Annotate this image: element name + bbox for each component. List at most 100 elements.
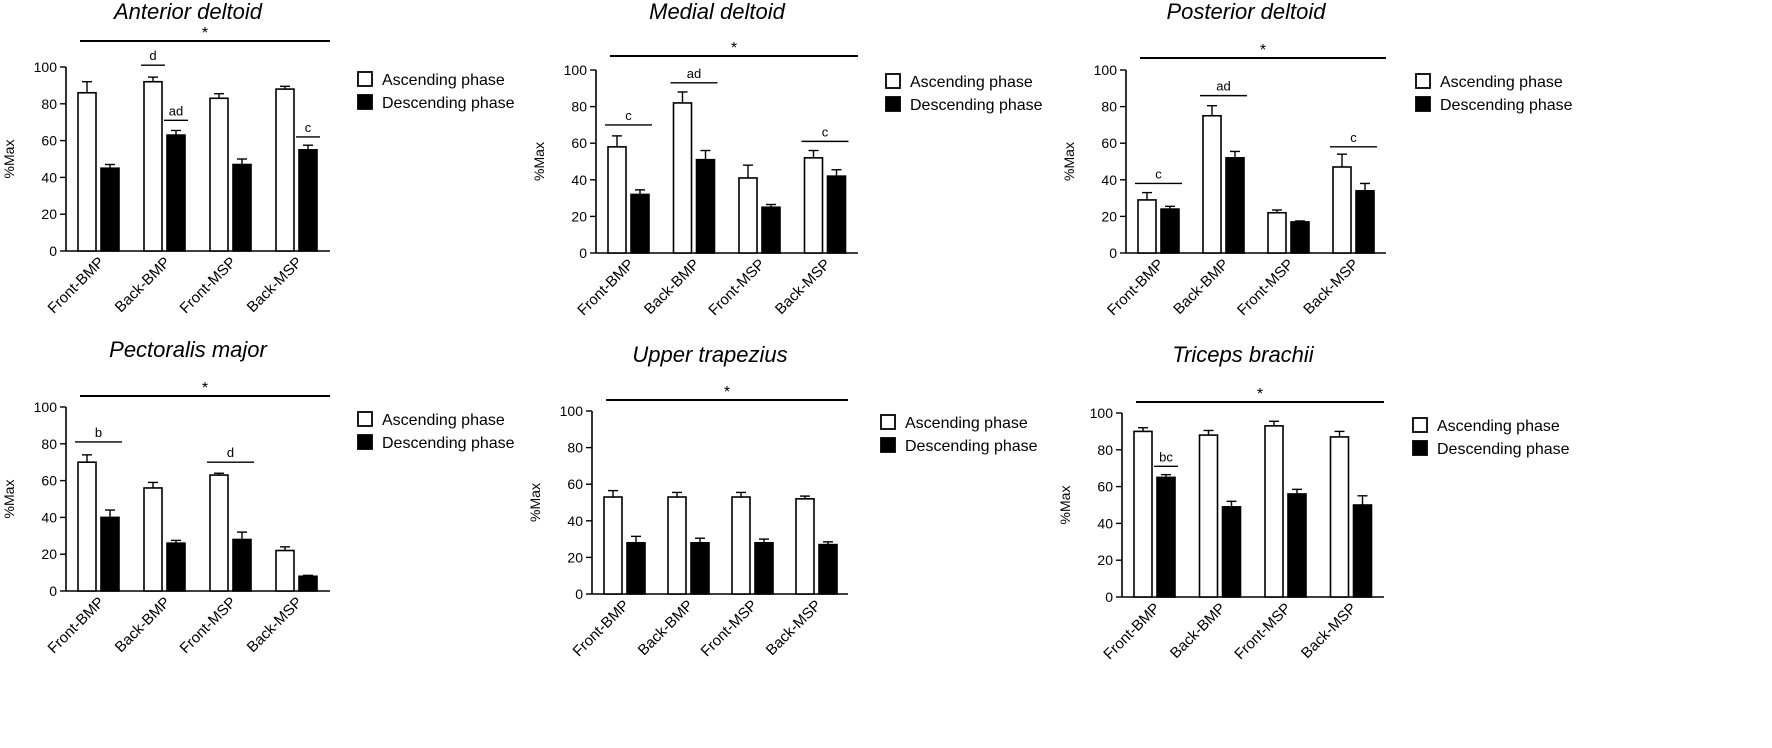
bar-ascending <box>209 474 229 592</box>
comparison-label: ad <box>169 103 183 118</box>
y-tick-label: 40 <box>1097 515 1113 531</box>
comparison-label: ad <box>687 66 701 81</box>
legend-label: Descending phase <box>382 95 515 112</box>
comparison-label: c <box>1155 166 1162 181</box>
legend-label: Ascending phase <box>1437 418 1560 435</box>
significance-asterisk: * <box>724 384 730 401</box>
bar-ascending <box>275 549 295 592</box>
chart-panel-4: Pectoralis major * 0 20 40 60 80 100 %Max Front-B… <box>1 337 515 657</box>
y-tick-label: 80 <box>1097 442 1113 458</box>
bar-descending <box>1287 493 1307 598</box>
bar-descending <box>818 543 838 595</box>
significance-asterisk: * <box>1257 386 1263 403</box>
y-tick-label: 100 <box>564 62 588 78</box>
x-category-label: Back-BMP <box>641 256 703 318</box>
bar-descending <box>232 163 252 252</box>
chart-panel-3: Posterior deltoid * 0 20 40 60 80 100 %Max Front-… <box>1061 0 1573 319</box>
y-tick-label: 60 <box>41 133 57 149</box>
x-category-label: Front-BMP <box>1100 600 1163 663</box>
comparison-label: d <box>227 445 234 460</box>
bar-ascending <box>209 97 229 252</box>
y-axis-label: %Max <box>1057 486 1073 525</box>
chart-panel-2: Medial deltoid * 0 20 40 60 80 100 %Max Front-BMP… <box>531 0 1043 319</box>
legend-label: Descending phase <box>905 438 1038 455</box>
chart-panel-6: Triceps brachii * 0 20 40 60 80 100 %Max Front-BM… <box>1057 342 1570 663</box>
y-tick-label: 0 <box>579 245 587 261</box>
x-category-label: Front-BMP <box>570 597 633 660</box>
significance-asterisk: * <box>731 40 737 57</box>
legend-label: Ascending phase <box>910 74 1033 91</box>
bar-ascending <box>672 102 693 254</box>
bar-descending <box>298 149 318 252</box>
y-tick-label: 80 <box>567 440 583 456</box>
y-tick-label: 60 <box>1101 135 1117 151</box>
y-tick-label: 80 <box>571 99 587 115</box>
y-tick-label: 20 <box>1097 552 1113 568</box>
bar-descending <box>630 193 650 254</box>
x-category-label: Front-MSP <box>705 256 768 319</box>
y-tick-label: 100 <box>34 59 58 75</box>
y-tick-label: 20 <box>571 208 587 224</box>
y-tick-label: 40 <box>41 169 57 185</box>
bar-descending <box>695 158 716 254</box>
y-tick-label: 40 <box>567 513 583 529</box>
bar-ascending <box>1202 114 1222 254</box>
y-tick-label: 20 <box>1101 208 1117 224</box>
y-tick-label: 80 <box>41 436 57 452</box>
bar-ascending <box>1267 211 1287 254</box>
bar-descending <box>761 206 781 254</box>
legend-swatch <box>357 411 373 427</box>
bar-ascending <box>1264 425 1284 598</box>
x-category-label: Front-MSP <box>1231 600 1294 663</box>
bar-descending <box>1160 208 1180 254</box>
bar-descending <box>826 175 847 254</box>
y-tick-label: 60 <box>41 473 57 489</box>
legend-swatch <box>1415 73 1431 89</box>
x-category-label: Back-MSP <box>772 256 834 318</box>
y-tick-label: 20 <box>41 546 57 562</box>
y-axis-label: %Max <box>1061 142 1077 181</box>
y-tick-label: 0 <box>575 586 583 602</box>
legend-label: Descending phase <box>910 97 1043 114</box>
x-category-label: Back-BMP <box>112 254 174 316</box>
legend-swatch <box>357 94 373 110</box>
comparison-label: d <box>149 48 156 63</box>
y-tick-label: 60 <box>1097 479 1113 495</box>
bar-ascending <box>603 496 623 595</box>
legend-swatch <box>1412 440 1428 456</box>
y-tick-label: 80 <box>1101 99 1117 115</box>
chart-panel-5: Upper trapezius * 0 20 40 60 80 100 %Max Front-BM… <box>527 342 1038 660</box>
bar-ascending <box>1133 430 1153 598</box>
y-tick-label: 20 <box>41 206 57 222</box>
legend-swatch <box>357 71 373 87</box>
bar-descending <box>626 541 646 595</box>
legend-swatch <box>357 434 373 450</box>
bar-ascending <box>275 88 295 252</box>
x-category-label: Back-MSP <box>244 594 306 656</box>
y-tick-label: 100 <box>1090 405 1114 421</box>
bar-ascending <box>77 91 97 252</box>
x-category-label: Back-BMP <box>635 597 697 659</box>
bar-descending <box>1355 189 1375 254</box>
bar-descending <box>1156 476 1176 598</box>
comparison-label: c <box>625 108 632 123</box>
legend-label: Descending phase <box>1437 441 1570 458</box>
legend-label: Descending phase <box>382 435 515 452</box>
bar-descending <box>754 541 774 595</box>
x-category-label: Back-MSP <box>244 254 306 316</box>
bar-ascending <box>738 177 758 254</box>
bar-ascending <box>77 461 97 592</box>
legend-label: Ascending phase <box>382 412 505 429</box>
y-axis-label: %Max <box>527 483 543 522</box>
legend-label: Ascending phase <box>905 415 1028 432</box>
y-tick-label: 20 <box>567 549 583 565</box>
x-category-label: Front-MSP <box>177 594 240 657</box>
chart-title: Anterior deltoid <box>112 0 263 24</box>
chart-title: Medial deltoid <box>649 0 786 24</box>
x-category-label: Front-BMP <box>1104 256 1167 319</box>
bar-descending <box>166 134 186 252</box>
y-tick-label: 100 <box>560 403 584 419</box>
legend-swatch <box>1415 96 1431 112</box>
y-axis-label: %Max <box>1 480 17 519</box>
